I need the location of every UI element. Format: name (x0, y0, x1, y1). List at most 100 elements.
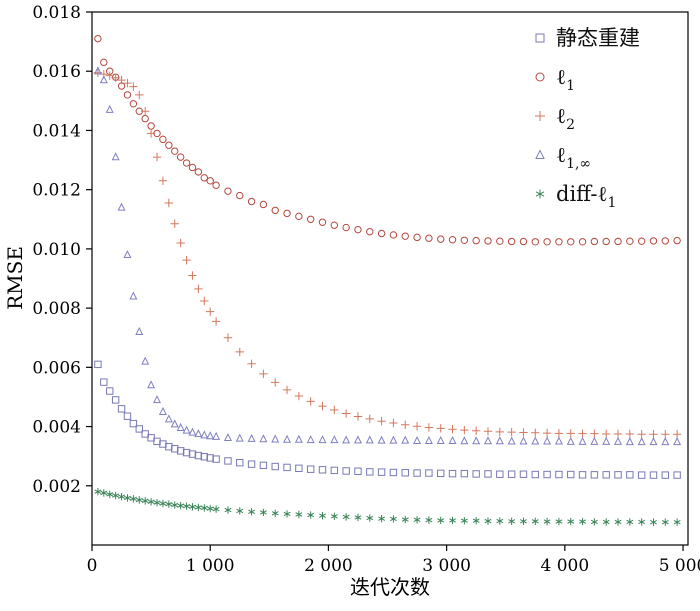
square-marker (129, 419, 138, 428)
plus-marker (306, 397, 315, 406)
y-tick-label: 0.014 (32, 121, 81, 141)
circle-marker (171, 147, 179, 155)
circle-marker (224, 187, 232, 195)
circle-marker (306, 215, 315, 223)
square-marker (437, 469, 445, 478)
triangle-marker (519, 436, 528, 445)
square-marker (366, 468, 374, 476)
plus-marker (471, 426, 481, 435)
star-marker (520, 517, 527, 526)
star-marker (94, 488, 102, 496)
plus-marker (578, 429, 587, 438)
square-marker (590, 471, 599, 479)
x-tick-label: 1 000 (186, 556, 235, 576)
plot-frame (91, 11, 689, 546)
plus-marker (235, 347, 244, 357)
circle-marker (614, 237, 622, 246)
square-marker (637, 471, 646, 479)
triangle-marker (472, 436, 481, 445)
circle-marker (182, 159, 191, 167)
star-marker (543, 517, 551, 526)
triangle-marker (111, 152, 120, 161)
series-l1 (94, 34, 681, 246)
circle-marker (123, 91, 132, 99)
triangle-marker (129, 291, 138, 300)
star-marker (248, 508, 256, 516)
square-marker (413, 469, 421, 477)
star-marker (319, 511, 326, 520)
plus-marker (271, 378, 280, 387)
plus-marker (223, 333, 233, 342)
plus-marker (412, 422, 422, 431)
plus-marker (188, 271, 197, 280)
y-tick-label: 0.004 (32, 418, 81, 438)
circle-marker (194, 168, 203, 176)
triangle-marker (342, 435, 351, 444)
triangle-marker (389, 435, 398, 444)
star-marker (189, 503, 196, 511)
square-marker (626, 471, 634, 479)
legend-item-l1: ℓ1 (535, 65, 575, 94)
star-marker (200, 504, 208, 512)
square-marker (377, 468, 386, 476)
star-marker (389, 515, 397, 523)
star-marker (124, 494, 131, 502)
star-marker (153, 498, 161, 507)
plus-marker (448, 425, 457, 434)
x-tick-label: 2 000 (304, 556, 353, 576)
circle-marker (425, 234, 433, 242)
series-l1-inf (93, 66, 682, 446)
plus-marker (495, 427, 505, 437)
square-marker (100, 378, 108, 386)
triangle-marker (401, 435, 410, 444)
star-marker (531, 517, 539, 526)
triangle-marker (531, 436, 540, 445)
y-tick-label: 0.006 (32, 358, 81, 378)
square-marker (141, 430, 149, 438)
circle-marker (661, 237, 670, 245)
plus-marker (282, 385, 292, 395)
plus-marker (566, 429, 575, 438)
square-marker (117, 405, 126, 413)
square-marker (106, 387, 114, 395)
star-marker (194, 503, 202, 512)
circle-marker (673, 236, 681, 245)
star-marker (118, 493, 125, 501)
plus-marker (341, 409, 351, 418)
circle-marker (141, 114, 149, 123)
triangle-marker (223, 432, 232, 442)
star-marker (177, 501, 185, 510)
plus-marker (507, 427, 516, 437)
circle-marker (100, 58, 108, 67)
triangle-marker (625, 437, 634, 446)
circle-marker (271, 206, 279, 215)
circle-marker (472, 236, 480, 245)
y-tick-label: 0.016 (32, 62, 81, 82)
circle-marker (578, 238, 587, 246)
plus-marker (424, 423, 434, 432)
circle-marker (247, 197, 256, 206)
circle-marker (366, 228, 374, 236)
square-marker (94, 360, 102, 369)
plus-marker (111, 73, 120, 82)
plus-marker (146, 129, 156, 138)
triangle-marker (649, 437, 658, 446)
star-marker (508, 517, 516, 526)
triangle-marker (318, 435, 327, 444)
triangle-marker (554, 436, 563, 445)
circle-marker (159, 135, 167, 144)
square-marker (212, 455, 220, 463)
plus-marker (436, 424, 445, 433)
circle-marker (507, 237, 516, 246)
circle-marker (531, 238, 539, 246)
star-marker (159, 499, 167, 508)
plus-marker (542, 428, 552, 438)
star-marker (437, 516, 445, 525)
circle-marker (283, 209, 291, 218)
star-marker (106, 490, 114, 499)
plus-marker (140, 106, 150, 116)
y-tick-label: 0.018 (32, 3, 81, 23)
plus-marker (460, 425, 469, 435)
triangle-marker (123, 249, 132, 259)
